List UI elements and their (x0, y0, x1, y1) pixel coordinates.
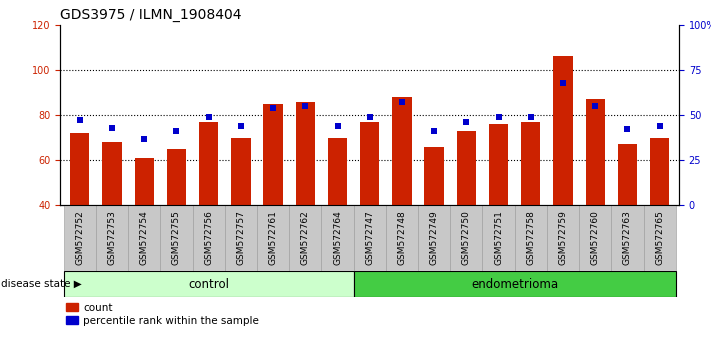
Bar (199, 122, 218, 205)
Text: GDS3975 / ILMN_1908404: GDS3975 / ILMN_1908404 (60, 8, 242, 22)
Bar (579, 205, 611, 271)
Text: GSM572747: GSM572747 (365, 211, 374, 265)
Bar (450, 205, 483, 271)
Bar (134, 158, 154, 205)
Text: GSM572764: GSM572764 (333, 211, 342, 265)
Bar (521, 122, 540, 205)
Bar (424, 147, 444, 205)
Bar (392, 97, 412, 205)
Text: GSM572748: GSM572748 (397, 211, 407, 265)
Text: GSM572758: GSM572758 (526, 211, 535, 266)
Text: GSM572755: GSM572755 (172, 211, 181, 266)
Text: endometrioma: endometrioma (471, 278, 558, 291)
Bar (128, 205, 160, 271)
Bar (328, 138, 347, 205)
Text: control: control (188, 278, 229, 291)
Bar (618, 144, 637, 205)
Text: GSM572756: GSM572756 (204, 211, 213, 266)
Text: GSM572757: GSM572757 (236, 211, 245, 266)
Bar (483, 205, 515, 271)
Text: GSM572752: GSM572752 (75, 211, 85, 265)
Bar (70, 133, 90, 205)
Bar (611, 205, 643, 271)
Bar (418, 205, 450, 271)
Bar (64, 205, 96, 271)
Bar (586, 99, 605, 205)
Bar (263, 104, 283, 205)
Bar (321, 205, 353, 271)
Text: GSM572753: GSM572753 (107, 211, 117, 266)
Bar (160, 205, 193, 271)
Bar (167, 149, 186, 205)
Bar (643, 205, 675, 271)
Text: GSM572750: GSM572750 (462, 211, 471, 266)
Legend: count, percentile rank within the sample: count, percentile rank within the sample (65, 303, 260, 326)
Bar (547, 205, 579, 271)
Bar (353, 205, 386, 271)
Text: GSM572761: GSM572761 (269, 211, 277, 266)
Bar (353, 271, 675, 297)
Bar (515, 205, 547, 271)
Text: GSM572763: GSM572763 (623, 211, 632, 266)
Bar (231, 138, 250, 205)
Text: GSM572762: GSM572762 (301, 211, 310, 265)
Bar (296, 102, 315, 205)
Bar (386, 205, 418, 271)
Text: GSM572749: GSM572749 (429, 211, 439, 265)
Text: GSM572754: GSM572754 (139, 211, 149, 265)
Text: GSM572760: GSM572760 (591, 211, 600, 266)
Text: GSM572751: GSM572751 (494, 211, 503, 266)
Bar (193, 205, 225, 271)
Bar (64, 271, 353, 297)
Bar (456, 131, 476, 205)
Bar (553, 56, 572, 205)
Bar (360, 122, 380, 205)
Bar (257, 205, 289, 271)
Bar (489, 124, 508, 205)
Bar (102, 142, 122, 205)
Text: GSM572759: GSM572759 (559, 211, 567, 266)
Bar (225, 205, 257, 271)
Bar (96, 205, 128, 271)
Text: disease state ▶: disease state ▶ (1, 279, 82, 289)
Text: GSM572765: GSM572765 (655, 211, 664, 266)
Bar (650, 138, 669, 205)
Bar (289, 205, 321, 271)
